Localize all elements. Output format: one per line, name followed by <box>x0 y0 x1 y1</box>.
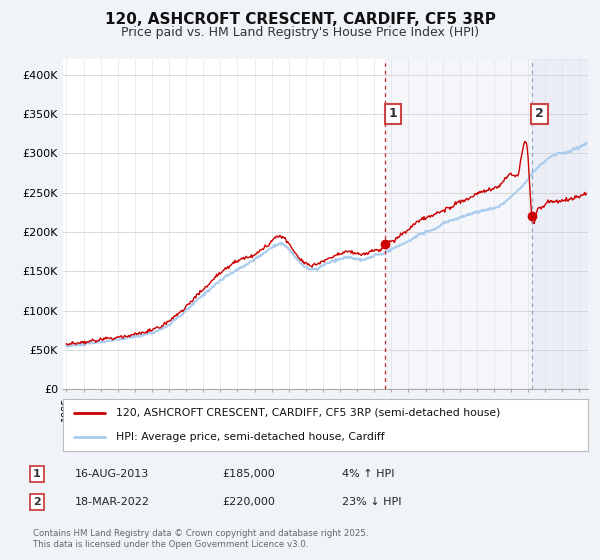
Text: Price paid vs. HM Land Registry's House Price Index (HPI): Price paid vs. HM Land Registry's House … <box>121 26 479 39</box>
Text: 120, ASHCROFT CRESCENT, CARDIFF, CF5 3RP (semi-detached house): 120, ASHCROFT CRESCENT, CARDIFF, CF5 3RP… <box>115 408 500 418</box>
Text: 1: 1 <box>388 108 397 120</box>
Text: 23% ↓ HPI: 23% ↓ HPI <box>342 497 401 507</box>
Text: 2: 2 <box>33 497 41 507</box>
Text: 120, ASHCROFT CRESCENT, CARDIFF, CF5 3RP: 120, ASHCROFT CRESCENT, CARDIFF, CF5 3RP <box>104 12 496 27</box>
Text: Contains HM Land Registry data © Crown copyright and database right 2025.
This d: Contains HM Land Registry data © Crown c… <box>33 529 368 549</box>
Text: 16-AUG-2013: 16-AUG-2013 <box>75 469 149 479</box>
Bar <box>385 59 588 389</box>
Text: 18-MAR-2022: 18-MAR-2022 <box>75 497 150 507</box>
Text: 2: 2 <box>535 108 544 120</box>
Bar <box>532 59 588 389</box>
Text: 4% ↑ HPI: 4% ↑ HPI <box>342 469 395 479</box>
Text: HPI: Average price, semi-detached house, Cardiff: HPI: Average price, semi-detached house,… <box>115 432 384 442</box>
Text: £220,000: £220,000 <box>222 497 275 507</box>
Text: 1: 1 <box>33 469 41 479</box>
Text: £185,000: £185,000 <box>222 469 275 479</box>
